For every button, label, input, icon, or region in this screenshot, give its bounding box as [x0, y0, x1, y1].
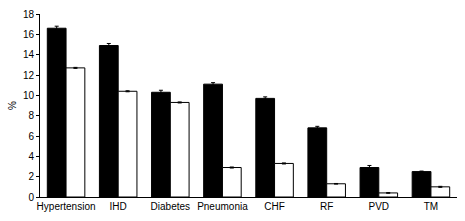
- svg-text:IHD: IHD: [110, 201, 127, 212]
- svg-text:Pneumonia: Pneumonia: [197, 201, 248, 212]
- svg-text:CHF: CHF: [264, 201, 285, 212]
- svg-text:0: 0: [28, 192, 34, 203]
- svg-text:Diabetes: Diabetes: [151, 201, 190, 212]
- svg-text:16: 16: [23, 29, 35, 40]
- svg-text:RF: RF: [320, 201, 333, 212]
- svg-text:Hypertension: Hypertension: [37, 201, 96, 212]
- svg-text:14: 14: [23, 49, 35, 60]
- svg-text:10: 10: [23, 90, 35, 101]
- svg-text:PVD: PVD: [369, 201, 390, 212]
- svg-text:18: 18: [23, 9, 35, 20]
- svg-text:TM: TM: [424, 201, 438, 212]
- svg-text:%: %: [7, 101, 18, 110]
- svg-text:6: 6: [28, 131, 34, 142]
- svg-text:4: 4: [28, 151, 34, 162]
- svg-text:2: 2: [28, 171, 34, 182]
- svg-text:8: 8: [28, 110, 34, 121]
- svg-text:12: 12: [23, 70, 35, 81]
